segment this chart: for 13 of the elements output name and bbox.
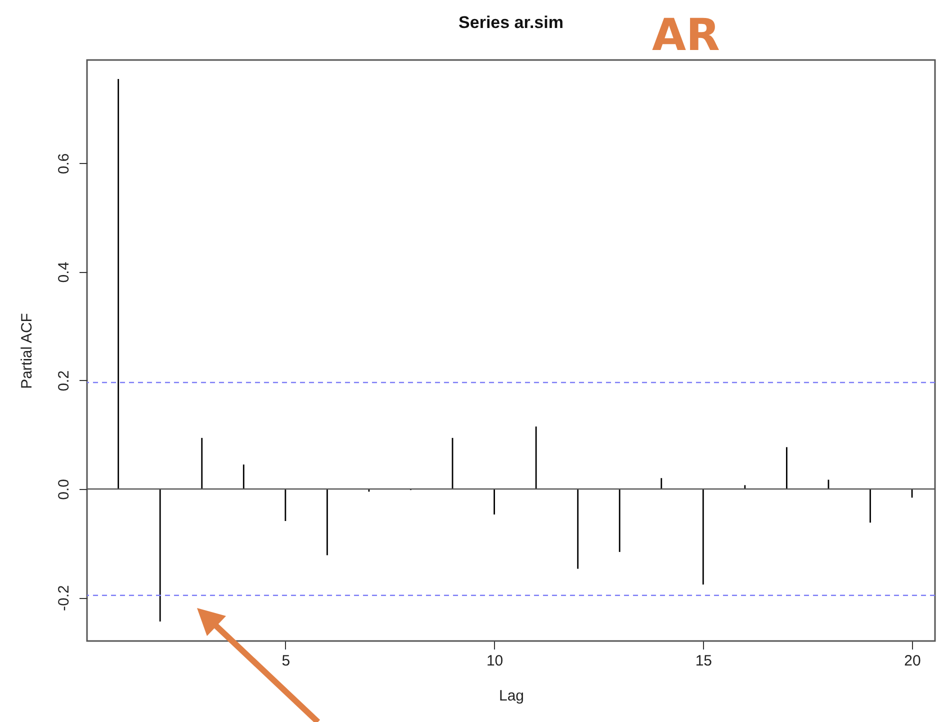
x-tick-label: 10 xyxy=(486,652,504,670)
annotation: AR xyxy=(652,10,720,61)
y-axis-title: Partial ACF xyxy=(18,313,36,389)
y-tick-label: 0.0 xyxy=(56,479,72,500)
x-tick-label: 20 xyxy=(904,652,921,670)
y-tick-label: 0.6 xyxy=(56,153,72,174)
x-tick-label: 15 xyxy=(695,652,712,670)
x-axis-title: Lag xyxy=(498,688,524,704)
y-tick-label: 0.4 xyxy=(56,262,72,283)
y-tick-label: 0.2 xyxy=(56,370,72,392)
chart-title: Series ar.sim xyxy=(458,13,564,32)
y-tick-label: -0.2 xyxy=(56,585,72,611)
x-tick-label: 5 xyxy=(282,652,290,670)
